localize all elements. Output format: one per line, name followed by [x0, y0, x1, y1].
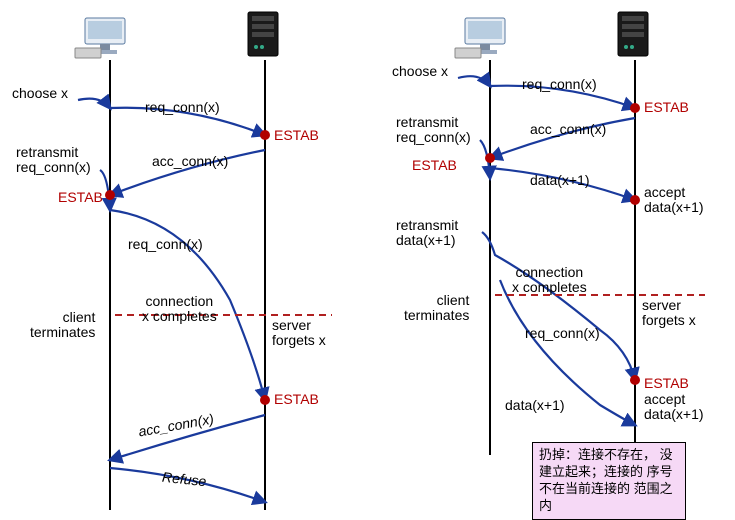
label-conn-completes: connection x completes — [142, 294, 217, 325]
dot-accept — [630, 195, 640, 205]
label-estab: ESTAB — [412, 158, 457, 173]
label-req-conn: req_conn(x) — [525, 326, 600, 341]
label-retransmit: retransmit req_conn(x) — [396, 115, 471, 146]
label-req-conn: req_conn(x) — [145, 100, 220, 115]
label-estab: ESTAB — [58, 190, 103, 205]
label-choose-x: choose x — [12, 86, 68, 101]
dot-estab — [260, 130, 270, 140]
label-req-conn: req_conn(x) — [522, 77, 597, 92]
label-client-terminates: client terminates — [404, 293, 469, 324]
label-server-forgets: server forgets x — [642, 298, 696, 329]
label-conn-completes: connection x completes — [512, 265, 587, 296]
label-estab: ESTAB — [644, 376, 689, 391]
label-data: data(x+1) — [530, 173, 590, 188]
label-accept: accept data(x+1) — [644, 185, 704, 216]
label-server-forgets: server forgets x — [272, 318, 326, 349]
note-box: 扔掉：连接不存在， 没建立起来；连接的 序号不在当前连接的 范围之内 — [532, 442, 686, 520]
label-acc-conn: acc_conn(x) — [530, 122, 606, 137]
label-estab: ESTAB — [274, 128, 319, 143]
dot-estab — [105, 190, 115, 200]
dot-estab — [630, 375, 640, 385]
label-retransmit-data: retransmit data(x+1) — [396, 218, 458, 249]
label-client-terminates: client terminates — [30, 310, 95, 341]
label-estab: ESTAB — [644, 100, 689, 115]
label-data: data(x+1) — [505, 398, 565, 413]
label-req-conn: req_conn(x) — [128, 237, 203, 252]
label-acc-conn: acc_conn(x) — [152, 154, 228, 169]
label-accept: accept data(x+1) — [644, 392, 704, 423]
dot-estab — [260, 395, 270, 405]
label-retransmit: retransmit req_conn(x) — [16, 145, 91, 176]
label-estab: ESTAB — [274, 392, 319, 407]
label-choose-x: choose x — [392, 64, 448, 79]
dot-estab — [630, 103, 640, 113]
dot-estab — [485, 153, 495, 163]
